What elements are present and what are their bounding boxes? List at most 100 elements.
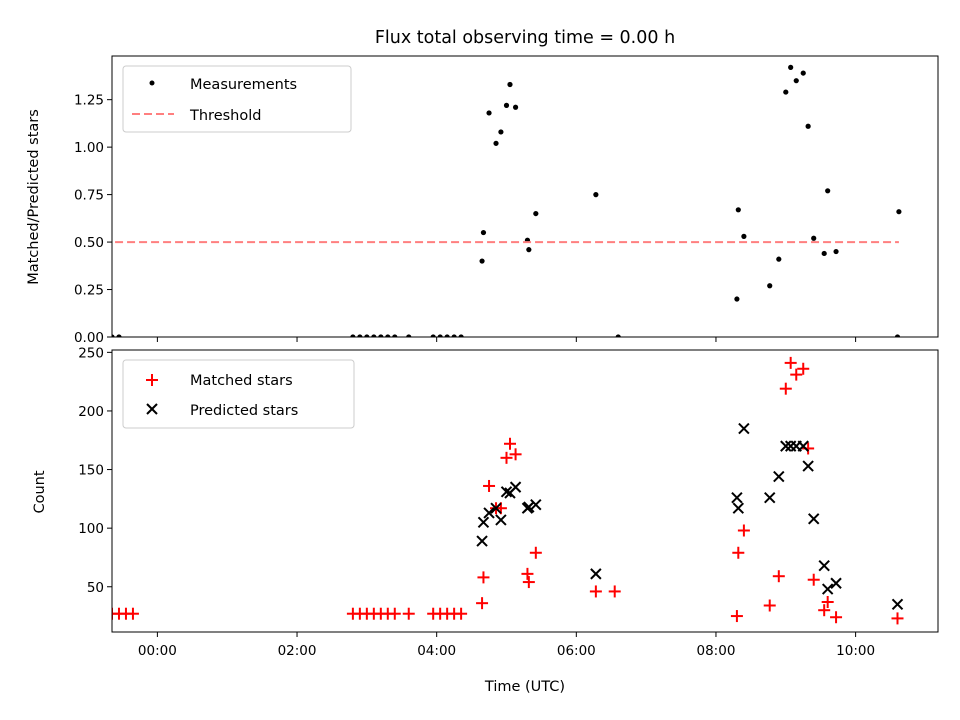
- legend-matched-label: Matched stars: [190, 373, 293, 389]
- matched-stars-point: [730, 610, 743, 623]
- bottom-axes-frame: [111, 349, 939, 633]
- measurement-point: [444, 334, 450, 337]
- measurement-point: [385, 334, 391, 337]
- measurement-point: [735, 207, 741, 213]
- measurement-point: [503, 102, 510, 108]
- predicted-stars-point: [731, 491, 743, 504]
- matched-stars-point: [732, 546, 745, 559]
- measurement-point: [116, 334, 122, 337]
- measurement-point: [480, 229, 487, 236]
- matched-stars-point: [589, 585, 602, 598]
- bottom-legend-box: [122, 359, 355, 429]
- x-tick-label: 02:00: [278, 643, 317, 659]
- measurement-point: [793, 78, 799, 84]
- legend-threshold-label: Threshold: [189, 108, 261, 124]
- measurement-point: [357, 334, 363, 337]
- y-tick-label: 100: [78, 521, 104, 537]
- bottom-panel: 50 100 150 200 250 00:00 02:00 04:00 06:00 08:00…: [32, 345, 939, 695]
- y-tick-label: 0.75: [74, 188, 104, 204]
- matched-stars-point: [807, 573, 820, 586]
- measurement-point: [767, 283, 773, 289]
- bottom-y-axis-label: Count: [32, 470, 48, 513]
- matched-stars-point: [522, 576, 535, 589]
- measurement-point: [833, 248, 839, 255]
- x-axis-label: Time (UTC): [484, 679, 565, 695]
- matched-stars-point: [509, 448, 522, 461]
- matched-stars-point: [529, 546, 542, 559]
- measurement-point: [783, 89, 789, 95]
- x-tick-label: 10:00: [836, 643, 875, 659]
- measurement-point: [392, 334, 398, 337]
- measurement-point: [821, 250, 827, 257]
- matched-stars-point: [821, 595, 834, 608]
- measurement-point: [458, 334, 464, 337]
- measurement-point: [486, 110, 492, 116]
- measurement-point: [371, 334, 377, 337]
- measurement-point: [894, 334, 901, 337]
- measurement-point: [430, 334, 436, 337]
- predicted-stars-point: [500, 486, 513, 498]
- measurement-point: [526, 247, 532, 253]
- top-legend: Measurements Threshold: [122, 65, 352, 133]
- matched-stars-point: [784, 356, 797, 369]
- y-tick-label: 1.00: [74, 140, 104, 156]
- y-tick-label: 1.25: [74, 93, 104, 109]
- matched-stars-point: [891, 612, 904, 625]
- measurement-point: [112, 334, 115, 337]
- measurement-point: [805, 123, 811, 129]
- matched-stars-point: [608, 585, 621, 598]
- legend-matched-marker: [146, 374, 158, 386]
- predicted-stars-point: [530, 499, 542, 511]
- matched-stars-point: [500, 451, 513, 464]
- predicted-stars-point: [732, 502, 745, 514]
- matched-stars-point: [779, 382, 792, 395]
- matched-stars-point: [737, 524, 750, 537]
- measurement-point: [896, 209, 902, 215]
- y-tick-label: 0.50: [74, 235, 104, 251]
- top-axes-frame: [111, 55, 939, 338]
- matched-stars-point: [830, 611, 843, 624]
- legend-predicted-marker: [146, 403, 158, 415]
- matched-stars-point: [797, 362, 810, 375]
- measurement-point: [493, 140, 499, 146]
- bottom-legend: Matched stars Predicted stars: [122, 359, 355, 429]
- measurement-point: [593, 192, 599, 198]
- predicted-stars-point: [495, 514, 507, 526]
- legend-predicted-label: Predicted stars: [190, 403, 298, 419]
- top-panel: 0.00 0.25 0.50 0.75 1.00 1.25 Matched/Predict…: [26, 55, 939, 346]
- measurement-point: [437, 334, 443, 337]
- predicted-stars-point: [490, 502, 502, 514]
- measurement-point: [507, 81, 513, 88]
- matched-stars-point: [388, 607, 401, 620]
- measurement-point: [512, 104, 519, 110]
- measurement-point: [741, 233, 747, 239]
- matched-stars-point: [818, 604, 831, 617]
- predicted-stars-point: [821, 583, 834, 595]
- predicted-stars-point: [797, 440, 809, 452]
- measurement-point: [615, 334, 621, 337]
- matched-stars-point: [126, 607, 139, 620]
- y-tick-label: 50: [87, 580, 104, 596]
- x-tick-label: 00:00: [138, 643, 177, 659]
- measurement-point: [533, 210, 539, 217]
- measurement-point: [350, 334, 356, 337]
- matched-stars-point: [521, 567, 534, 580]
- x-tick-label: 06:00: [557, 643, 596, 659]
- measurement-point: [776, 256, 782, 262]
- predicted-stars-point: [764, 491, 776, 504]
- y-tick-label: 250: [78, 345, 104, 361]
- matched-stars-point: [477, 571, 490, 584]
- predicted-stars-point: [780, 440, 792, 452]
- measurement-point: [406, 334, 412, 337]
- predicted-stars-point: [802, 460, 814, 472]
- predicted-stars-point: [738, 422, 750, 435]
- matched-stars-point: [772, 570, 785, 583]
- measurement-point: [825, 188, 831, 194]
- measurement-point: [498, 129, 504, 135]
- predicted-stars-point: [590, 568, 602, 580]
- measurement-point: [800, 70, 806, 76]
- y-tick-label: 150: [78, 463, 104, 479]
- measurement-point: [479, 258, 485, 264]
- matched-stars-point: [763, 599, 776, 612]
